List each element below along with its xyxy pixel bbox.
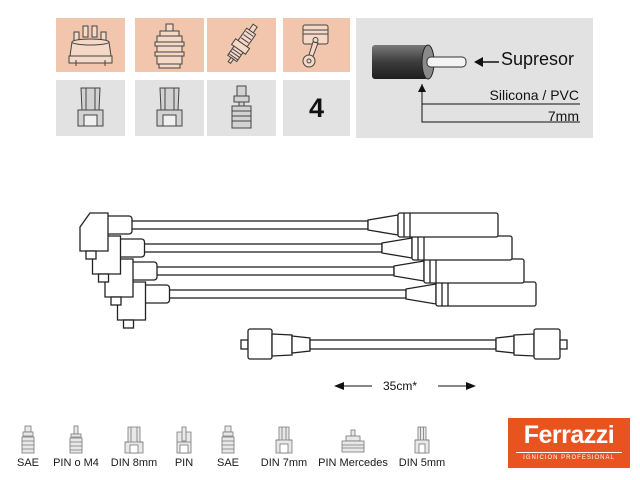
suppressor-label: Supresor <box>501 49 575 69</box>
legend-label: SAE <box>16 457 40 469</box>
engine-piston-icon <box>302 24 329 68</box>
brand-divider <box>516 452 622 453</box>
legend-label: PIN Mercedes <box>318 457 388 469</box>
sae-terminal-icon <box>231 85 252 129</box>
legend-item-sae: SAE <box>10 424 46 474</box>
legend-label: DIN 7mm <box>260 457 308 469</box>
wire-cross-section-icon <box>372 44 580 123</box>
pin-m4-terminal-icon <box>69 425 83 454</box>
spark-plug-cell <box>207 18 276 72</box>
legend-item-din-7mm: DIN 7mm <box>256 424 312 474</box>
coil-wire-length: 35cm* <box>383 379 418 393</box>
legend-label: PIN <box>174 457 194 469</box>
din-5mm-terminal-icon <box>414 426 430 454</box>
distributor-cap-icon <box>68 25 113 66</box>
din-boot-terminal-icon <box>156 87 183 127</box>
brand-tagline: IGNICION PROFESIONAL <box>523 455 615 461</box>
legend-item-din-5mm: DIN 5mm <box>396 424 448 474</box>
legend-item-sae-2: SAE <box>210 424 246 474</box>
legend-item-pin: PIN <box>166 424 202 474</box>
pin-terminal-icon <box>176 426 192 454</box>
spec-panel: Supresor Silicona / PVC 7mm <box>356 18 593 138</box>
din-boot-terminal-icon <box>77 87 104 127</box>
legend-item-pin-m4: PIN o M4 <box>50 424 102 474</box>
legend-label: DIN 5mm <box>398 457 446 469</box>
plug-terminal-cell <box>207 80 276 136</box>
cylinder-count-cell: 4 <box>283 80 350 136</box>
legend-label: SAE <box>216 457 240 469</box>
legend-item-din-8mm: DIN 8mm <box>108 424 160 474</box>
distributor-cap-cell <box>56 18 125 72</box>
legend-label: PIN o M4 <box>53 457 99 469</box>
sae-terminal-icon <box>221 425 235 454</box>
coil-wire <box>240 328 568 360</box>
din-7mm-terminal-icon <box>275 426 293 454</box>
pin-mercedes-terminal-icon <box>341 429 365 453</box>
spark-plug-wire-2 <box>91 235 513 283</box>
spark-plug-wire-1 <box>79 212 499 260</box>
length-dimension <box>334 382 476 390</box>
material-label: Silicona / PVC <box>489 87 579 103</box>
brand-logo: Ferrazzi IGNICION PROFESIONAL <box>508 418 630 468</box>
ignition-coil-cell <box>135 18 204 72</box>
legend-label: DIN 8mm <box>110 457 158 469</box>
ignition-coil-icon <box>154 23 185 69</box>
sae-terminal-icon <box>21 425 35 454</box>
diameter-label: 7mm <box>547 108 579 124</box>
brand-name: Ferrazzi <box>523 421 615 449</box>
engine-piston-cell <box>283 18 350 72</box>
coil-terminal-cell <box>56 80 125 136</box>
cylinder-count: 4 <box>308 92 325 123</box>
spark-plug-icon <box>227 23 258 65</box>
legend-item-pin-mercedes: PIN Mercedes <box>316 424 390 474</box>
din-8mm-terminal-icon <box>124 426 144 454</box>
distributor-terminal-cell <box>135 80 204 136</box>
